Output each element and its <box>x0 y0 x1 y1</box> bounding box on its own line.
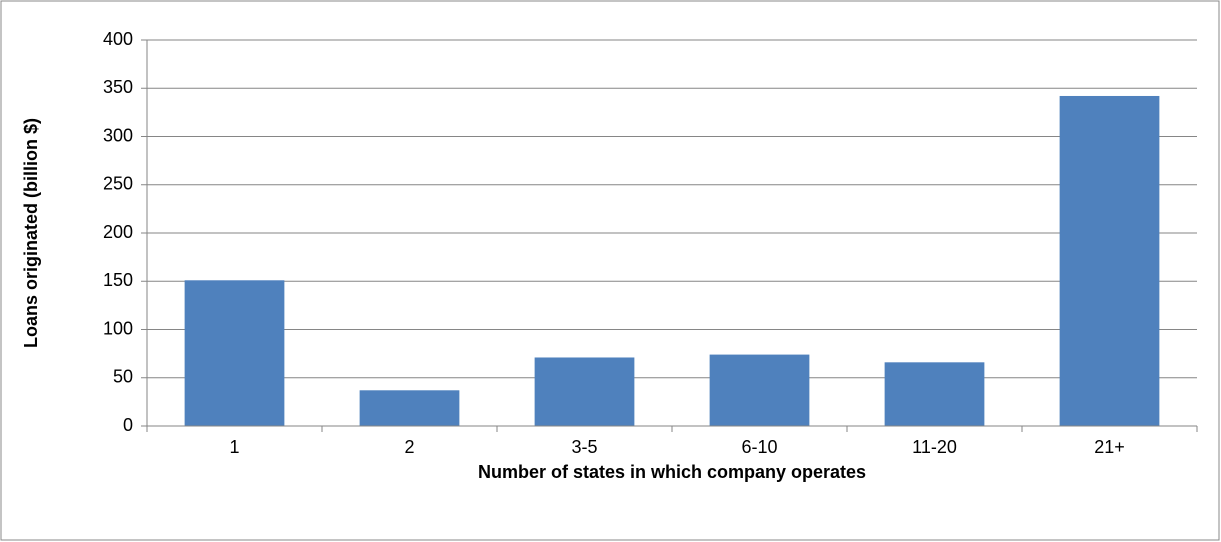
y-tick-label: 200 <box>103 222 133 242</box>
bar <box>359 390 460 426</box>
x-tick-label: 6-10 <box>741 437 777 457</box>
y-tick-label: 50 <box>113 367 133 387</box>
x-tick-label: 3-5 <box>571 437 597 457</box>
x-tick-label: 21+ <box>1094 437 1125 457</box>
bar <box>534 357 635 426</box>
x-axis-title: Number of states in which company operat… <box>478 462 866 482</box>
bar <box>184 280 285 426</box>
y-tick-label: 100 <box>103 318 133 338</box>
bar <box>709 354 810 426</box>
bar <box>884 362 985 426</box>
bar <box>1059 95 1160 426</box>
y-tick-label: 300 <box>103 125 133 145</box>
y-tick-label: 150 <box>103 270 133 290</box>
y-tick-label: 400 <box>103 29 133 49</box>
y-tick-label: 350 <box>103 77 133 97</box>
y-tick-label: 250 <box>103 174 133 194</box>
x-tick-label: 1 <box>229 437 239 457</box>
y-axis-title: Loans originated (billion $) <box>21 118 41 348</box>
x-tick-label: 11-20 <box>912 437 957 457</box>
x-tick-label: 2 <box>404 437 414 457</box>
y-tick-label: 0 <box>123 415 133 435</box>
